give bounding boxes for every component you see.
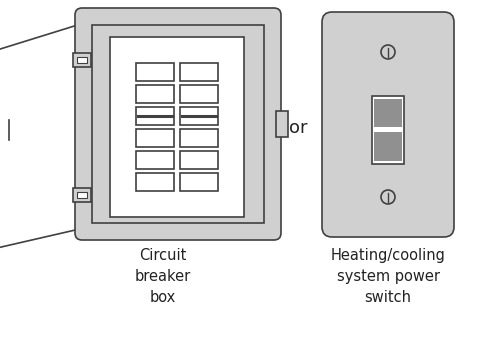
Bar — [136, 63, 174, 81]
Circle shape — [381, 45, 395, 59]
Bar — [136, 173, 174, 191]
Bar — [374, 98, 402, 127]
Bar — [276, 111, 288, 137]
Text: Circuit
breaker
box: Circuit breaker box — [135, 248, 191, 305]
Bar — [73, 53, 91, 67]
Bar — [73, 188, 91, 202]
Bar — [136, 107, 174, 125]
Bar — [180, 63, 218, 81]
Bar — [374, 132, 402, 160]
FancyBboxPatch shape — [75, 8, 281, 240]
Bar — [77, 192, 87, 198]
Bar — [180, 107, 218, 125]
Bar — [110, 37, 244, 217]
Text: Heating/cooling
system power
switch: Heating/cooling system power switch — [330, 248, 446, 305]
Text: or: or — [289, 119, 307, 137]
Bar — [180, 173, 218, 191]
Circle shape — [381, 190, 395, 204]
Bar — [92, 25, 264, 223]
Bar — [180, 129, 218, 147]
Bar — [374, 127, 402, 132]
Bar — [136, 85, 174, 103]
Bar — [372, 95, 404, 163]
Bar — [77, 57, 87, 63]
Bar — [136, 129, 174, 147]
Bar — [180, 85, 218, 103]
FancyBboxPatch shape — [322, 12, 454, 237]
Bar — [180, 151, 218, 169]
Bar — [136, 151, 174, 169]
Polygon shape — [0, 23, 84, 248]
